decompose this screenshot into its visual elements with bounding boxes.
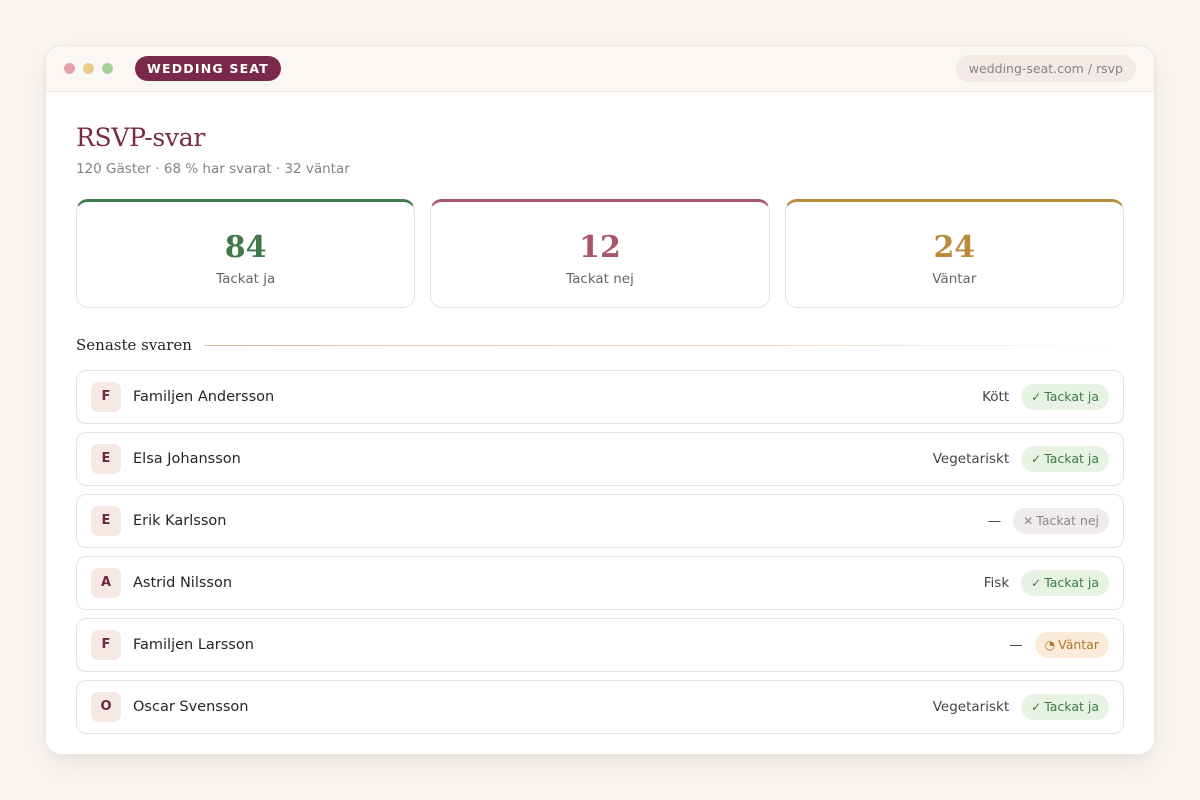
brand-badge: WEDDING SEAT bbox=[135, 56, 281, 81]
meal-choice: Fisk bbox=[983, 575, 1010, 591]
avatar: E bbox=[91, 506, 121, 536]
avatar: F bbox=[91, 382, 121, 412]
status-label: Tackat ja bbox=[1044, 699, 1099, 714]
response-row[interactable]: E Elsa Johansson Vegetariskt ✓ Tackat ja bbox=[76, 432, 1124, 486]
stat-value: 24 bbox=[933, 230, 976, 265]
title-bar: WEDDING SEAT wedding-seat.com / rsvp bbox=[46, 46, 1154, 92]
check-icon: ✓ bbox=[1031, 390, 1042, 404]
avatar: F bbox=[91, 630, 121, 660]
meal-choice: Vegetariskt bbox=[932, 451, 1010, 467]
avatar: A bbox=[91, 568, 121, 598]
status-badge: ✓ Tackat ja bbox=[1021, 384, 1109, 410]
url-field[interactable]: wedding-seat.com / rsvp bbox=[955, 55, 1136, 82]
close-window-dot[interactable] bbox=[64, 63, 75, 74]
response-list: F Familjen Andersson Kött ✓ Tackat ja E … bbox=[76, 370, 1124, 734]
stat-card-pending: 24 Väntar bbox=[784, 199, 1124, 308]
section-header: Senaste svaren bbox=[76, 334, 1124, 356]
status-badge: ◔ Väntar bbox=[1034, 632, 1109, 658]
app-window: WEDDING SEAT wedding-seat.com / rsvp RSV… bbox=[45, 45, 1155, 755]
status-label: Tackat ja bbox=[1044, 575, 1099, 590]
stats-row: 84 Tackat ja 12 Tackat nej 24 Väntar bbox=[76, 199, 1124, 308]
status-badge: ✕ Tackat nej bbox=[1013, 508, 1109, 534]
guest-name: Oscar Svensson bbox=[133, 699, 249, 715]
stat-value: 84 bbox=[224, 230, 267, 265]
avatar: E bbox=[91, 444, 121, 474]
page-title: RSVP-svar bbox=[76, 123, 206, 152]
guest-name: Familjen Larsson bbox=[133, 637, 254, 653]
section-divider bbox=[203, 344, 1124, 346]
page-subtitle: 120 Gäster · 68 % har svarat · 32 väntar bbox=[76, 161, 350, 177]
status-label: Tackat ja bbox=[1044, 451, 1099, 466]
response-row[interactable]: E Erik Karlsson — ✕ Tackat nej bbox=[76, 494, 1124, 548]
stat-label: Väntar bbox=[932, 271, 977, 287]
stat-value: 12 bbox=[579, 230, 621, 265]
guest-name: Erik Karlsson bbox=[133, 513, 227, 529]
meal-choice: Kött bbox=[982, 389, 1010, 405]
maximize-window-dot[interactable] bbox=[102, 63, 113, 74]
response-row[interactable]: F Familjen Larsson — ◔ Väntar bbox=[76, 618, 1124, 672]
status-badge: ✓ Tackat ja bbox=[1021, 694, 1109, 720]
guest-name: Familjen Andersson bbox=[133, 389, 275, 405]
stat-label: Tackat nej bbox=[566, 271, 634, 287]
section-title: Senaste svaren bbox=[76, 336, 192, 354]
avatar: O bbox=[91, 692, 121, 722]
status-badge: ✓ Tackat ja bbox=[1021, 570, 1109, 596]
main-content: RSVP-svar 120 Gäster · 68 % har svarat ·… bbox=[46, 122, 1154, 734]
stat-card-accepted: 84 Tackat ja bbox=[76, 199, 416, 308]
window-controls bbox=[64, 63, 113, 74]
response-row[interactable]: F Familjen Andersson Kött ✓ Tackat ja bbox=[76, 370, 1124, 424]
meal-choice: Vegetariskt bbox=[932, 699, 1010, 715]
minimize-window-dot[interactable] bbox=[83, 63, 94, 74]
meal-choice: — bbox=[987, 513, 1002, 529]
clock-icon: ◔ bbox=[1044, 638, 1056, 652]
check-icon: ✓ bbox=[1031, 576, 1042, 590]
check-icon: ✓ bbox=[1031, 700, 1042, 714]
stat-label: Tackat ja bbox=[216, 271, 276, 287]
check-icon: ✓ bbox=[1031, 452, 1042, 466]
guest-name: Astrid Nilsson bbox=[133, 575, 233, 591]
guest-name: Elsa Johansson bbox=[133, 451, 241, 467]
status-label: Tackat nej bbox=[1036, 513, 1099, 528]
response-row[interactable]: A Astrid Nilsson Fisk ✓ Tackat ja bbox=[76, 556, 1124, 610]
stat-card-declined: 12 Tackat nej bbox=[430, 199, 770, 308]
meal-choice: — bbox=[1009, 637, 1023, 653]
response-row[interactable]: O Oscar Svensson Vegetariskt ✓ Tackat ja bbox=[76, 680, 1124, 734]
status-badge: ✓ Tackat ja bbox=[1021, 446, 1109, 472]
status-label: Tackat ja bbox=[1044, 389, 1099, 404]
status-label: Väntar bbox=[1058, 637, 1099, 652]
cross-icon: ✕ bbox=[1023, 514, 1034, 528]
